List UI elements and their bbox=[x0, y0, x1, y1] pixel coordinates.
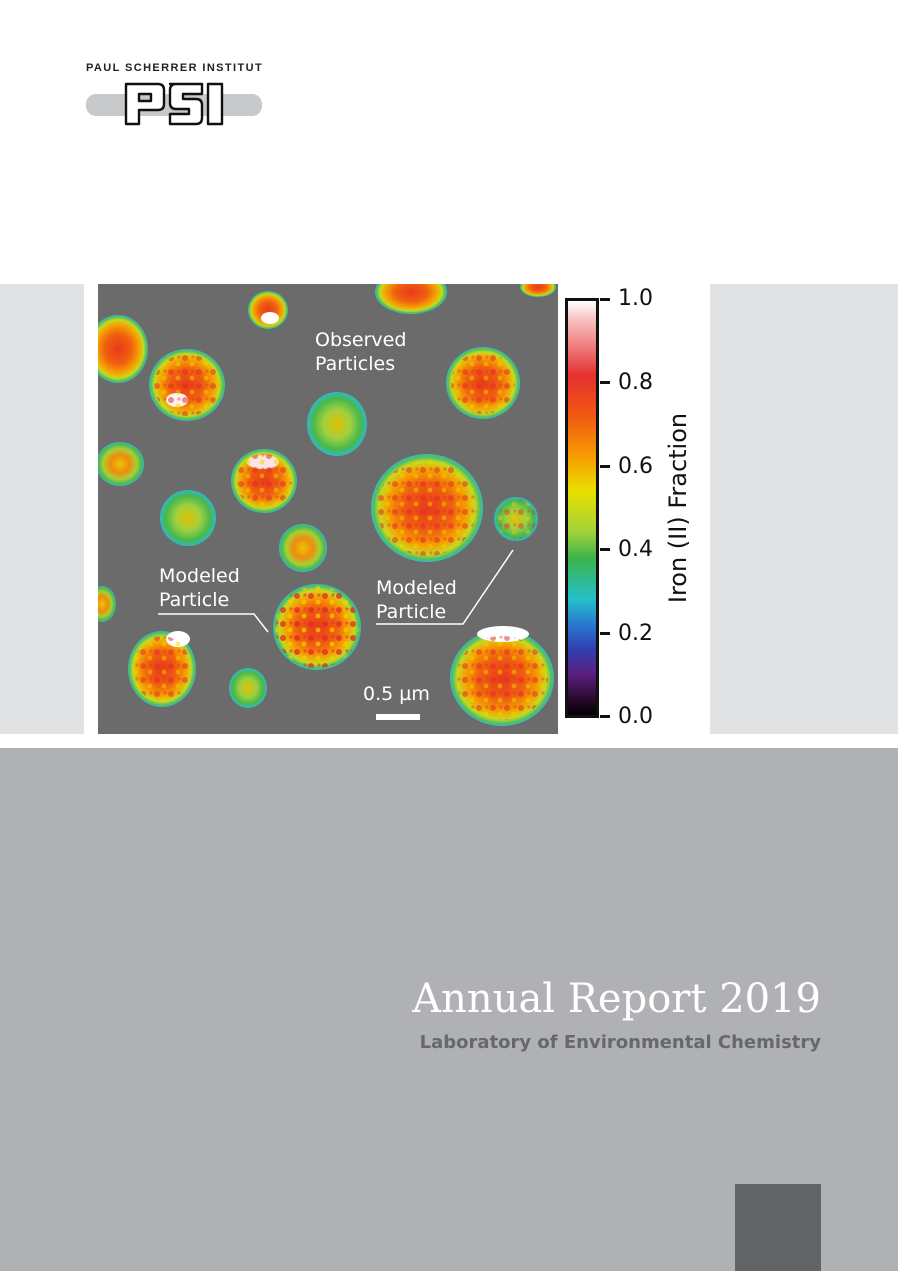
report-title: Annual Report 2019 bbox=[412, 976, 821, 1022]
colorbar-tick-label: 1.0 bbox=[618, 286, 653, 311]
scale-bar-label: 0.5 µm bbox=[363, 683, 430, 705]
colorbar-tick bbox=[600, 715, 610, 718]
left-side-panel bbox=[0, 284, 84, 734]
colorbar-tick-label: 0.0 bbox=[618, 704, 653, 729]
colorbar-tick-label: 0.8 bbox=[618, 370, 653, 395]
report-subtitle: Laboratory of Environmental Chemistry bbox=[419, 1032, 821, 1053]
corner-box bbox=[735, 1184, 821, 1271]
right-side-panel bbox=[710, 284, 898, 734]
colorbar-tick bbox=[600, 548, 610, 551]
observed-particles-label: Observed Particles bbox=[315, 329, 407, 375]
colorbar-tick bbox=[600, 298, 610, 301]
colorbar-tick bbox=[600, 465, 610, 468]
colorbar-tick bbox=[600, 632, 610, 635]
modeled-particles bbox=[273, 499, 536, 670]
colorbar-tick-label: 0.4 bbox=[618, 537, 653, 562]
colorbar-title-text: Iron (II) Fraction bbox=[664, 412, 692, 604]
particle-image bbox=[98, 284, 556, 726]
particle-texture bbox=[133, 352, 548, 720]
psi-logo-mark bbox=[124, 82, 224, 126]
scale-bar bbox=[376, 714, 420, 720]
colorbar-tick-label: 0.2 bbox=[618, 621, 653, 646]
cover-panel bbox=[0, 748, 898, 1271]
label-leader-lines bbox=[158, 549, 514, 633]
psi-logo: PAUL SCHERRER INSTITUT bbox=[86, 62, 262, 128]
colorbar-tick bbox=[600, 381, 610, 384]
particle-micrograph: Observed Particles Modeled Particle Mode… bbox=[98, 284, 558, 734]
colorbar bbox=[565, 298, 599, 718]
modeled-particle-label-right: Modeled Particle bbox=[376, 577, 457, 623]
institute-name: PAUL SCHERRER INSTITUT bbox=[86, 62, 264, 74]
colorbar-tick-label: 0.6 bbox=[618, 454, 653, 479]
modeled-particle-label-left: Modeled Particle bbox=[159, 565, 240, 611]
